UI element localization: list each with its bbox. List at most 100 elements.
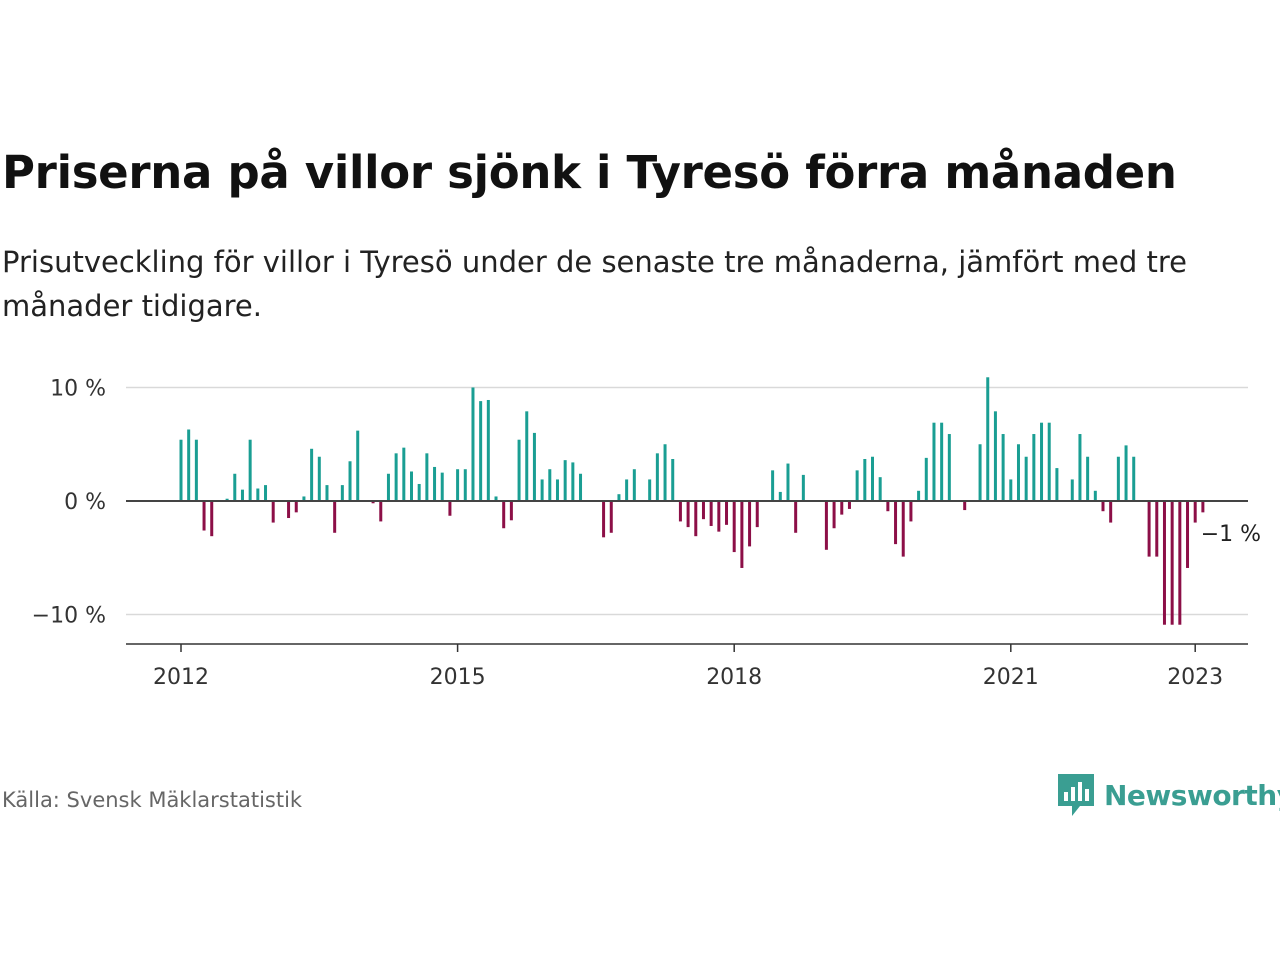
bar xyxy=(778,491,782,501)
bar xyxy=(210,501,214,537)
bar xyxy=(855,470,859,501)
bar xyxy=(924,457,928,501)
bars xyxy=(179,377,1205,625)
bar xyxy=(894,501,898,545)
bar xyxy=(824,501,828,550)
bar xyxy=(878,477,882,501)
bar xyxy=(386,473,390,501)
bar xyxy=(448,501,452,516)
bar xyxy=(694,501,698,537)
newsworthy-logo: Newsworthy xyxy=(1058,772,1280,818)
bar xyxy=(632,469,636,501)
bar xyxy=(310,448,314,501)
bar xyxy=(901,501,905,557)
bar xyxy=(663,444,667,501)
bar xyxy=(648,479,652,501)
bar xyxy=(225,498,229,501)
bar xyxy=(740,501,744,568)
bar xyxy=(709,501,713,526)
bar xyxy=(1093,490,1097,501)
bar xyxy=(525,411,529,501)
y-tick-label: 10 % xyxy=(50,377,106,402)
bar xyxy=(325,485,329,501)
bar xyxy=(847,501,851,509)
bar xyxy=(563,460,567,501)
bar xyxy=(1086,456,1090,501)
bar xyxy=(1078,434,1082,501)
bar xyxy=(1201,501,1205,513)
bar xyxy=(571,462,575,501)
bar xyxy=(494,496,498,501)
bar xyxy=(333,501,337,533)
bar xyxy=(1024,456,1028,501)
bar xyxy=(886,501,890,512)
bar xyxy=(748,501,752,547)
bar xyxy=(986,377,990,501)
bar xyxy=(394,453,398,501)
bar xyxy=(502,501,506,529)
bar xyxy=(1178,501,1182,625)
bar xyxy=(1147,501,1151,557)
bar xyxy=(786,463,790,501)
bar xyxy=(917,490,921,501)
bar xyxy=(579,473,583,501)
bar-chart: 10 % 0 % −10 % 2012 2015 2018 2021 2023 −1 % xyxy=(31,376,1262,690)
bar xyxy=(1016,444,1020,501)
bar xyxy=(194,439,198,501)
bar xyxy=(832,501,836,529)
bar xyxy=(264,485,268,501)
bar xyxy=(947,434,951,501)
bar xyxy=(1116,456,1120,501)
x-tick-label: 2018 xyxy=(706,665,762,690)
bar xyxy=(294,501,298,513)
bar xyxy=(548,469,552,501)
bar xyxy=(540,479,544,501)
bar xyxy=(617,494,621,501)
bar xyxy=(609,501,613,533)
bar xyxy=(471,387,475,501)
bar xyxy=(410,471,413,501)
bar xyxy=(1101,501,1105,512)
bar xyxy=(909,501,913,522)
bar xyxy=(1040,422,1044,501)
bar xyxy=(701,501,705,520)
bar xyxy=(240,489,244,501)
bar xyxy=(602,501,606,538)
bar xyxy=(379,501,383,522)
bar xyxy=(655,453,659,501)
bar xyxy=(1162,501,1166,625)
bar xyxy=(417,483,421,501)
last-value-label: −1 % xyxy=(1201,522,1261,547)
bar xyxy=(402,447,406,501)
bar xyxy=(871,456,874,501)
bar xyxy=(1109,501,1113,523)
bar xyxy=(1009,479,1013,501)
bar xyxy=(801,474,805,501)
bar xyxy=(717,501,721,532)
x-tick-label: 2021 xyxy=(983,665,1039,690)
bar xyxy=(625,479,629,501)
bar xyxy=(840,501,844,515)
bar xyxy=(517,439,521,501)
source-note: Källa: Svensk Mäklarstatistik xyxy=(2,788,303,812)
bar xyxy=(932,422,936,501)
bar xyxy=(440,472,444,502)
bar xyxy=(963,501,967,511)
bar xyxy=(479,401,483,501)
bar xyxy=(302,496,306,501)
bar xyxy=(532,432,536,501)
y-tick-label: −10 % xyxy=(32,604,106,629)
bar xyxy=(1186,501,1190,568)
bar xyxy=(248,439,252,501)
bar xyxy=(678,501,682,522)
bar xyxy=(1070,479,1074,501)
bar xyxy=(348,461,352,501)
bar xyxy=(179,439,183,501)
newsworthy-logo-text: Newsworthy xyxy=(1104,778,1280,812)
bar xyxy=(433,466,437,501)
bar xyxy=(1193,501,1197,523)
x-tick-label: 2015 xyxy=(430,665,486,690)
bar xyxy=(509,501,513,521)
bar xyxy=(1132,456,1136,501)
bar xyxy=(755,501,759,528)
